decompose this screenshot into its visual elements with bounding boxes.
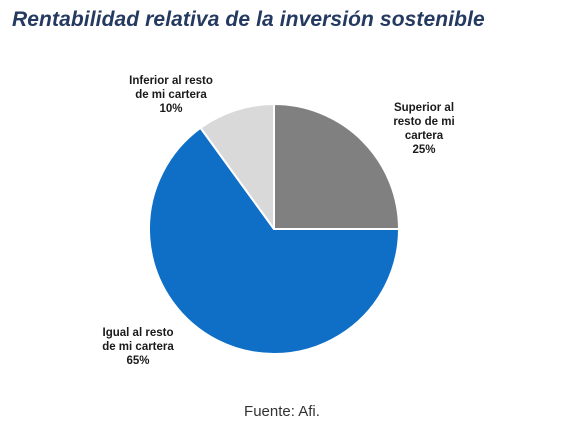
source-note: Fuente: Afi. bbox=[244, 403, 320, 420]
slice-label-igual-line-1: Igual al resto bbox=[102, 327, 174, 339]
slice-label-inferior-line-2: de mi cartera bbox=[135, 89, 207, 101]
slice-value-inferior: 10% bbox=[159, 103, 183, 115]
slice-label-igual: Igual al resto de mi cartera 65% bbox=[78, 326, 198, 368]
slice-label-superior-line-3: cartera bbox=[404, 130, 444, 142]
slice-label-superior-line-2: resto de mi bbox=[393, 116, 455, 128]
chart-title: Rentabilidad relativa de la inversión so… bbox=[12, 8, 485, 31]
pie-slices bbox=[148, 103, 400, 355]
slice-label-inferior: Inferior al resto de mi cartera 10% bbox=[111, 74, 231, 116]
slice-value-superior: 25% bbox=[412, 144, 436, 156]
pie-slice-inferior bbox=[199, 103, 275, 230]
slice-label-superior: Superior al resto de mi cartera 25% bbox=[364, 101, 484, 157]
pie-slice-igual bbox=[148, 126, 400, 355]
slice-label-superior-line-1: Superior al bbox=[393, 102, 455, 114]
slice-label-igual-line-2: de mi cartera bbox=[102, 341, 174, 353]
slice-value-igual: 65% bbox=[126, 355, 150, 367]
pie-slice-superior bbox=[273, 103, 400, 230]
slice-label-inferior-line-1: Inferior al resto bbox=[129, 75, 213, 87]
